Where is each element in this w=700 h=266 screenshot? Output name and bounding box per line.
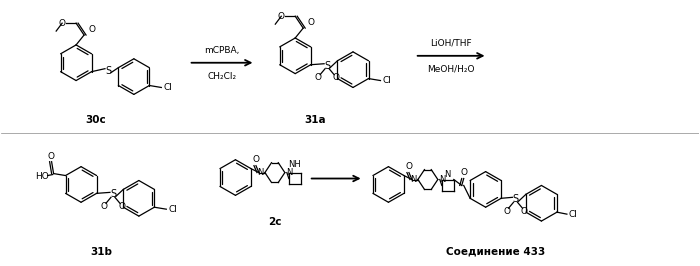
Text: O: O [307,18,314,27]
Text: Cl: Cl [163,83,172,92]
Text: N: N [286,168,292,177]
Text: N: N [410,175,417,184]
Text: N: N [444,169,451,178]
Text: Соединение 433: Соединение 433 [446,247,545,257]
Text: 31b: 31b [90,247,112,257]
Text: O: O [405,162,412,171]
Text: MeOH/H₂O: MeOH/H₂O [427,65,475,74]
Text: O: O [314,73,321,82]
Text: O: O [58,19,65,28]
Text: Cl: Cl [168,205,177,214]
Text: CH₂Cl₂: CH₂Cl₂ [207,72,237,81]
Text: N: N [439,175,445,184]
Text: HO: HO [35,172,48,181]
Text: LiOH/THF: LiOH/THF [430,39,472,48]
Text: O: O [503,207,510,216]
Text: 31a: 31a [304,115,326,125]
Text: S: S [105,66,111,76]
Text: O: O [47,152,54,161]
Text: O: O [101,202,108,211]
Text: Cl: Cl [569,210,577,219]
Text: NH: NH [288,160,301,169]
Text: O: O [521,207,528,216]
Text: Cl: Cl [382,76,391,85]
Text: 30c: 30c [85,115,106,125]
Text: O: O [332,73,340,82]
Text: N: N [258,168,264,177]
Text: O: O [277,12,284,21]
Text: S: S [110,189,116,199]
Text: O: O [88,24,95,34]
Text: O: O [460,168,467,177]
Text: 2c: 2c [268,217,281,227]
Text: mCPBA,: mCPBA, [204,46,239,55]
Text: S: S [324,61,330,71]
Text: O: O [118,202,125,211]
Text: O: O [253,155,260,164]
Text: S: S [512,194,519,204]
